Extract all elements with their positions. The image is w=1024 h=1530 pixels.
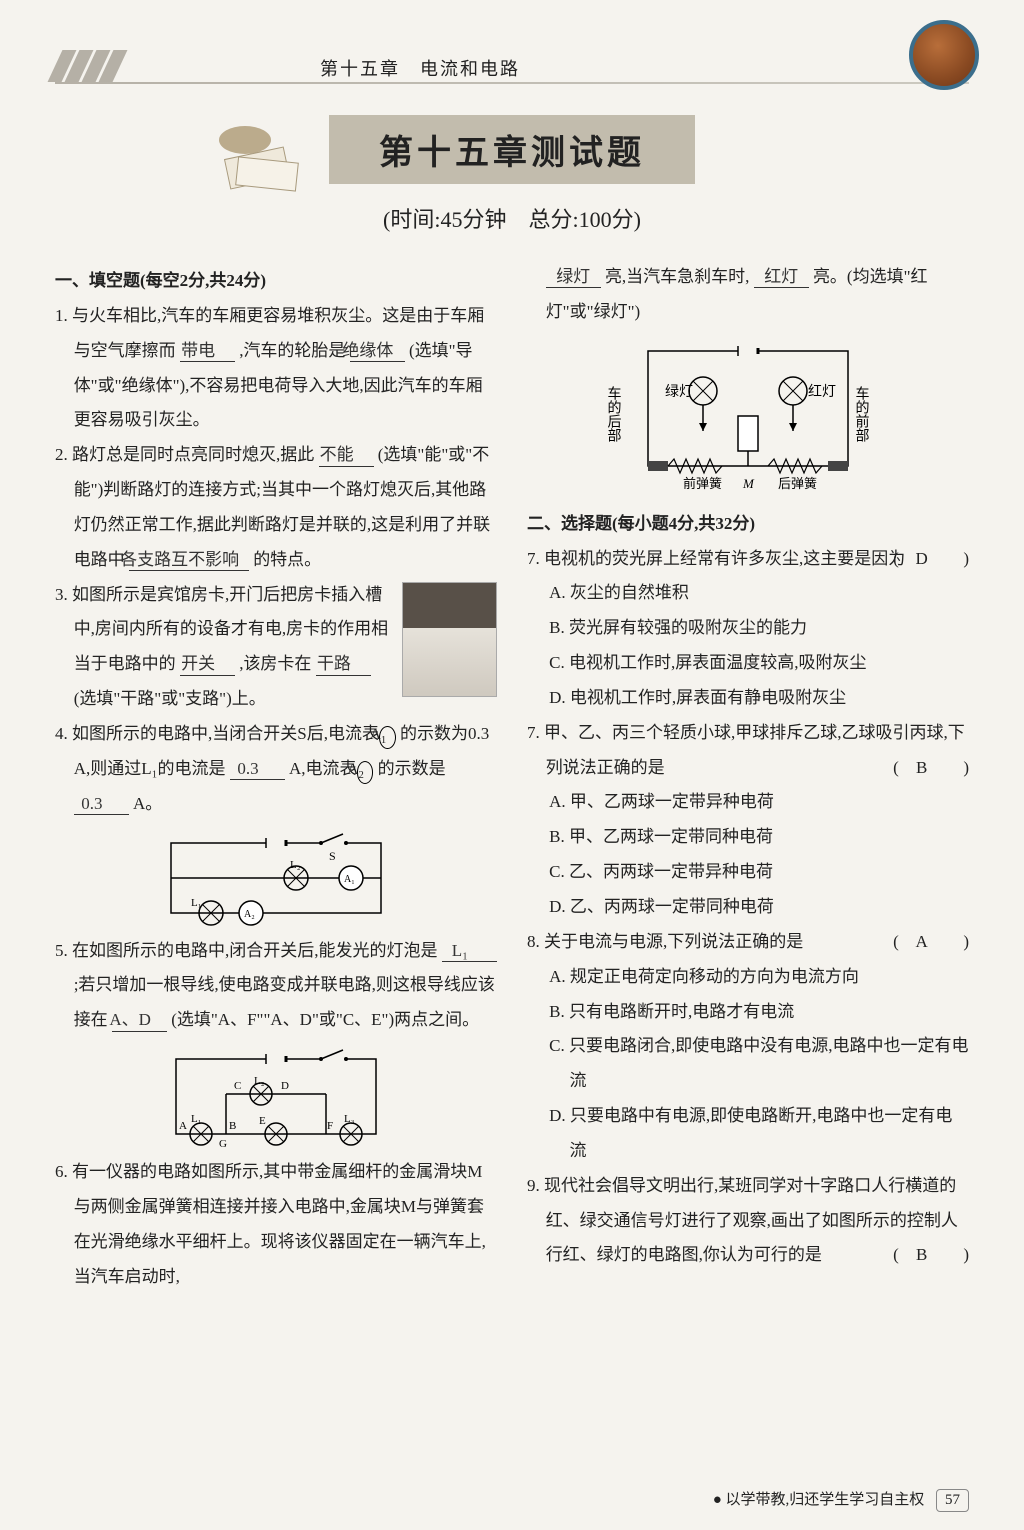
right-column: 绿灯 亮,当汽车急刹车时, 红灯 亮。(均选填"红灯"或"绿灯") 绿灯 红灯 …: [527, 260, 969, 1294]
q10: 9. 现代社会倡导文明出行,某班同学对十字路口人行横道的红、绿交通信号灯进行了观…: [527, 1169, 969, 1274]
q4-m2: A,电流表: [289, 759, 357, 778]
subtitle: (时间:45分钟 总分:100分): [0, 202, 1024, 234]
q8-C: C. 乙、丙两球一定带异种电荷: [527, 855, 969, 890]
page-number: 57: [936, 1489, 969, 1512]
svg-text:A₁: A₁: [344, 874, 355, 885]
q9-B: B. 只有电路断开时,电路才有电流: [527, 995, 969, 1030]
ammeter-a1-icon: A1: [379, 726, 396, 749]
svg-text:绿灯: 绿灯: [665, 384, 693, 400]
q5: 5. 在如图所示的电路中,闭合开关后,能发光的灯泡是 L₁ ;若只增加一根导线,…: [55, 934, 497, 1039]
q4-ans2: 0.3: [74, 794, 129, 815]
svg-text:G: G: [219, 1138, 227, 1149]
q1-ans1: 带电: [180, 341, 235, 362]
svg-text:M: M: [742, 476, 755, 491]
q9-stem: 8. 关于电流与电源,下列说法正确的是: [527, 932, 803, 951]
q4-post: A。: [133, 794, 162, 813]
q8-D: D. 乙、丙两球一定带同种电荷: [527, 890, 969, 925]
q3-m1: ,该房卡在: [239, 654, 311, 673]
header-stripes: [55, 50, 120, 82]
q1-m1: ,汽车的轮胎是: [239, 341, 345, 360]
q4-ans1: 0.3: [230, 759, 285, 780]
ammeter-a2-icon: A2: [357, 761, 374, 784]
q6-ans1: 绿灯: [546, 267, 601, 288]
svg-text:红灯: 红灯: [808, 384, 836, 400]
svg-text:L₂: L₂: [290, 859, 301, 871]
svg-text:S: S: [329, 849, 336, 863]
q7-answer-paren: ( D ): [912, 542, 969, 577]
q6-circuit-diagram: 绿灯 红灯 车的后部 车的前部 前弹簧 后弹簧 M: [603, 336, 893, 501]
svg-text:L₃: L₃: [344, 1113, 355, 1125]
svg-text:A: A: [179, 1120, 187, 1132]
svg-text:车的前部: 车的前部: [854, 385, 870, 442]
q7-D: D. 电视机工作时,屏表面有静电吸附灰尘: [527, 681, 969, 716]
title-block: 第十五章测试题 (时间:45分钟 总分:100分): [0, 115, 1024, 234]
svg-text:C: C: [234, 1080, 241, 1092]
q4-m3: 的示数是: [378, 759, 446, 778]
q7-B: B. 荧光屏有较强的吸附灰尘的能力: [527, 611, 969, 646]
mascot-icon: [909, 20, 979, 90]
q6-m1: 亮,当汽车急刹车时,: [605, 267, 750, 286]
q7: 7. 电视机的荧光屏上经常有许多灰尘,这主要是因为 ( D ): [527, 542, 969, 577]
left-column: 一、填空题(每空2分,共24分) 1. 与火车相比,汽车的车厢更容易堆积灰尘。这…: [55, 260, 497, 1294]
svg-text:A₂: A₂: [244, 909, 255, 920]
q6-continued: 绿灯 亮,当汽车急刹车时, 红灯 亮。(均选填"红灯"或"绿灯"): [527, 260, 969, 330]
svg-text:车的后部: 车的后部: [606, 385, 622, 442]
q7-C: C. 电视机工作时,屏表面温度较高,吸附灰尘: [527, 646, 969, 681]
svg-text:B: B: [229, 1120, 236, 1132]
q3-ans2: 干路: [316, 654, 371, 675]
footer: ● 以学带教,归还学生学习自主权 57: [55, 1488, 969, 1512]
q5-circuit-diagram: L₁ A L₂ C D B E L₃ F G: [151, 1044, 401, 1149]
q7-stem: 7. 电视机的荧光屏上经常有许多灰尘,这主要是因为: [527, 549, 905, 568]
q3-ans1: 开关: [180, 654, 235, 675]
q9: 8. 关于电流与电源,下列说法正确的是 ( A ): [527, 925, 969, 960]
q2-ans1: 不能: [319, 445, 374, 466]
svg-text:前弹簧: 前弹簧: [683, 476, 722, 491]
q10-answer-paren: ( B ): [912, 1238, 969, 1273]
q6: 6. 有一仪器的电路如图所示,其中带金属细杆的金属滑块M与两侧金属弹簧相连接并接…: [55, 1155, 497, 1294]
q4-p: 4. 如图所示的电路中,当闭合开关S后,电流表: [55, 724, 379, 743]
section1-head: 一、填空题(每空2分,共24分): [55, 264, 497, 299]
q1: 1. 与火车相比,汽车的车厢更容易堆积灰尘。这是由于车厢与空气摩擦而 带电 ,汽…: [55, 299, 497, 438]
svg-text:后弹簧: 后弹簧: [778, 476, 817, 491]
q2: 2. 路灯总是同时点亮同时熄灭,据此 不能 (选填"能"或"不能")判断路灯的连…: [55, 438, 497, 577]
q3: 3. 如图所示是宾馆房卡,开门后把房卡插入槽中,房间内所有的设备才有电,房卡的作…: [55, 578, 497, 717]
q7-A: A. 灰尘的自然堆积: [527, 576, 969, 611]
q1-ans2: 绝缘体: [350, 341, 405, 362]
q5-ans1: L₁: [442, 941, 497, 962]
header-divider: [55, 82, 969, 84]
q9-D: D. 只要电路中有电源,即使电路断开,电路中也一定有电流: [527, 1099, 969, 1169]
q6-p: 6. 有一仪器的电路如图所示,其中带金属细杆的金属滑块M与两侧金属弹簧相连接并接…: [55, 1162, 486, 1286]
q2-p: 2. 路灯总是同时点亮同时熄灭,据此: [55, 445, 314, 464]
svg-text:F: F: [327, 1120, 333, 1132]
q9-A: A. 规定正电荷定向移动的方向为电流方向: [527, 960, 969, 995]
q4-circuit-diagram: S L₁ L₂ A₁ A₂: [151, 828, 401, 928]
q5-p: 5. 在如图所示的电路中,闭合开关后,能发光的灯泡是: [55, 941, 438, 960]
q9-C: C. 只要电路闭合,即使电路中没有电源,电路中也一定有电流: [527, 1029, 969, 1099]
q8-B: B. 甲、乙两球一定带同种电荷: [527, 820, 969, 855]
svg-text:L₁: L₁: [191, 897, 202, 909]
q4: 4. 如图所示的电路中,当闭合开关S后,电流表A1 的示数为0.3 A,则通过L…: [55, 717, 497, 822]
svg-text:E: E: [259, 1115, 266, 1127]
svg-text:D: D: [281, 1080, 289, 1092]
q2-post: 的特点。: [253, 550, 321, 569]
q8-answer-paren: ( B ): [912, 751, 969, 786]
q3-post: (选填"干路"或"支路")上。: [74, 689, 266, 708]
svg-text:L₂: L₂: [254, 1075, 265, 1087]
q5-post: (选填"A、F""A、D"或"C、E")两点之间。: [171, 1010, 479, 1029]
q5-ans2: A、D: [112, 1010, 167, 1031]
room-card-photo: [402, 582, 497, 697]
q2-ans2: 各支路互不影响: [129, 550, 249, 571]
q8-A: A. 甲、乙两球一定带异种电荷: [527, 785, 969, 820]
footer-motto: ● 以学带教,归还学生学习自主权: [713, 1492, 925, 1508]
svg-text:L₁: L₁: [191, 1113, 202, 1125]
q9-answer-paren: ( A ): [912, 925, 969, 960]
section2-head: 二、选择题(每小题4分,共32分): [527, 507, 969, 542]
q6-ans2: 红灯: [754, 267, 809, 288]
q8: 7. 甲、乙、丙三个轻质小球,甲球排斥乙球,乙球吸引丙球,下列说法正确的是 ( …: [527, 716, 969, 786]
chapter-subtitle: 第十五章 电流和电路: [320, 55, 520, 81]
page-title: 第十五章测试题: [329, 115, 695, 184]
